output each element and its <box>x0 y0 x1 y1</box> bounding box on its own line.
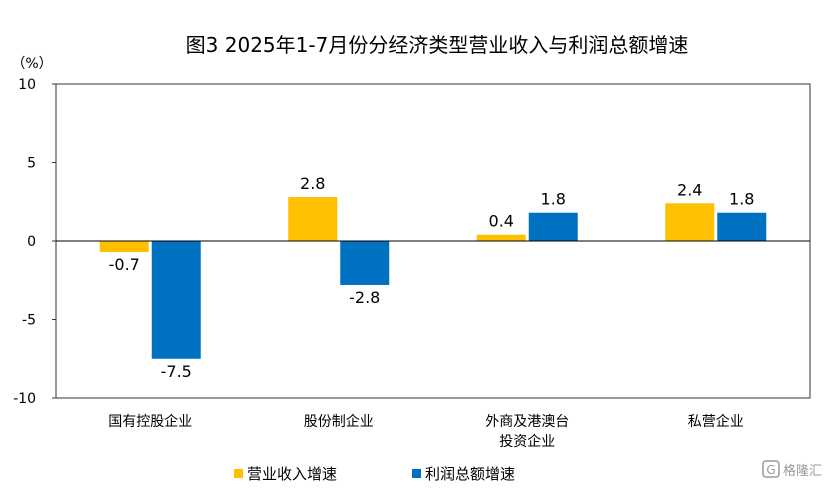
gelonghui-logo-icon: G <box>762 460 780 478</box>
category-label: 投资企业 <box>499 433 555 450</box>
bar-revenue <box>665 203 715 241</box>
category-label: 私营企业 <box>688 413 744 430</box>
y-axis-ticks: 10 5 0 -5 -10 <box>13 77 56 407</box>
data-labels: -0.7 2.8 0.4 2.4 -7.5 -2.8 1.8 1.8 <box>109 174 755 381</box>
y-tick-label: 0 <box>27 234 36 250</box>
bar-revenue <box>288 197 338 241</box>
bar-revenue <box>476 234 526 241</box>
data-label: -7.5 <box>161 362 192 381</box>
legend-swatch <box>234 469 243 478</box>
bar-profit <box>340 241 390 285</box>
legend: 营业收入增速 利润总额增速 <box>234 465 515 483</box>
bar-profit <box>717 212 767 241</box>
data-label: 1.8 <box>541 190 566 209</box>
bars <box>99 197 767 359</box>
y-tick-label: 10 <box>18 77 36 93</box>
y-axis-unit-label: （%） <box>11 56 52 72</box>
y-tick-label: -5 <box>22 313 36 329</box>
watermark: G 格隆汇 <box>762 460 822 479</box>
bar-revenue <box>99 241 149 252</box>
data-label: 2.4 <box>677 180 702 199</box>
category-label: 股份制企业 <box>304 413 374 430</box>
data-label: -2.8 <box>349 288 380 307</box>
watermark-text: 格隆汇 <box>783 463 822 479</box>
category-label: 国有控股企业 <box>108 413 192 430</box>
y-tick-label: 5 <box>27 156 36 172</box>
legend-label: 利润总额增速 <box>425 465 515 483</box>
chart-title: 图3 2025年1-7月份分经济类型营业收入与利润总额增速 <box>186 33 689 57</box>
data-label: 2.8 <box>300 174 325 193</box>
bar-profit <box>528 212 578 241</box>
data-label: -0.7 <box>109 255 140 274</box>
category-label: 外商及港澳台 <box>485 414 569 430</box>
data-label: 1.8 <box>729 190 754 209</box>
legend-label: 营业收入增速 <box>247 465 337 483</box>
y-tick-label: -10 <box>13 391 36 407</box>
legend-swatch <box>412 469 421 478</box>
data-label: 0.4 <box>489 212 514 231</box>
bar-profit <box>151 241 201 359</box>
svg-text:G: G <box>766 463 775 477</box>
